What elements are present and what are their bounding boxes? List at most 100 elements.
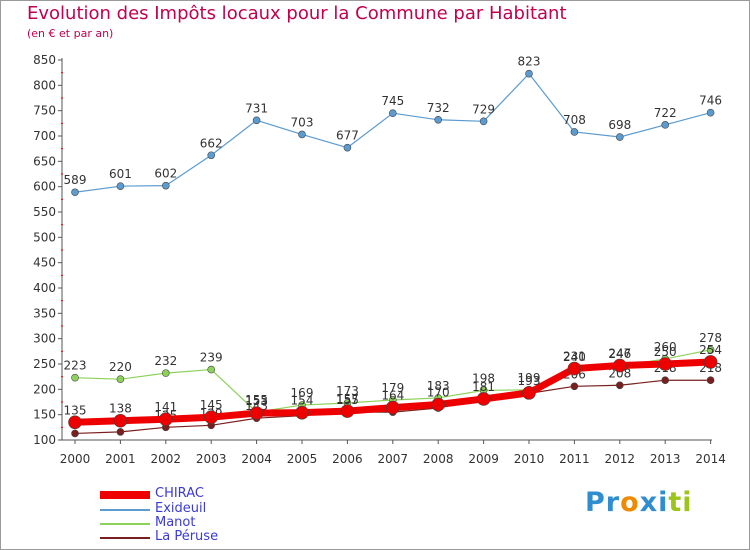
x-tick-label: 2002 — [151, 452, 182, 466]
data-label: 601 — [109, 167, 132, 181]
logo-letter: P — [585, 487, 606, 518]
data-label: 240 — [563, 350, 586, 364]
data-label: 179 — [381, 381, 404, 395]
data-point — [159, 412, 173, 427]
data-label: 153 — [245, 394, 268, 408]
data-point — [706, 376, 715, 385]
data-point — [162, 369, 170, 377]
legend-label-la-peruse: La Péruse — [155, 529, 219, 544]
data-point — [340, 404, 355, 418]
data-label: 208 — [608, 366, 631, 380]
x-tick-label: 2012 — [605, 452, 636, 466]
legend-swatch-exideuil — [100, 509, 150, 511]
legend-label-manot: Manot — [155, 515, 196, 530]
data-label: 141 — [154, 400, 177, 414]
legend-swatch-manot — [100, 523, 150, 525]
proxiti-logo: Proxiti — [585, 487, 693, 518]
data-label: 746 — [699, 94, 722, 108]
data-label: 698 — [608, 118, 631, 132]
data-point — [71, 188, 79, 197]
data-label: 154 — [291, 394, 314, 408]
data-point — [162, 181, 170, 190]
data-point — [661, 121, 670, 129]
data-label: 239 — [200, 351, 223, 365]
logo-letter: x — [639, 487, 659, 518]
y-tick-label: 350 — [33, 306, 56, 320]
x-tick-label: 2000 — [60, 452, 91, 466]
x-tick-label: 2006 — [332, 452, 363, 466]
chart-plot-area: 589 601 602 662 731 703 677 745 732 729 823 708 698 7… — [64, 55, 722, 438]
data-label: 220 — [109, 360, 132, 374]
x-tick-label: 2007 — [378, 452, 409, 466]
logo-letter: r — [605, 487, 621, 518]
data-point — [113, 413, 128, 428]
page-title: Evolution des Impôts locaux pour la Comm… — [27, 3, 567, 24]
y-tick-label: 200 — [33, 382, 56, 396]
data-label: 193 — [518, 374, 541, 388]
data-label: 232 — [154, 354, 177, 368]
data-label: 732 — [427, 101, 450, 115]
y-tick-label: 550 — [33, 205, 56, 219]
data-point — [658, 357, 673, 371]
data-label: 708 — [563, 113, 586, 127]
y-tick-label: 850 — [33, 53, 56, 67]
y-tick-label: 700 — [33, 129, 56, 143]
x-tick-label: 2003 — [196, 452, 227, 466]
data-point — [615, 381, 624, 390]
data-label: 155 — [336, 393, 359, 407]
data-point — [252, 116, 261, 125]
y-tick-label: 100 — [33, 433, 56, 447]
data-label: 198 — [472, 371, 495, 385]
data-point — [68, 415, 82, 430]
y-tick-label: 250 — [33, 357, 56, 371]
data-label: 155 — [245, 393, 268, 407]
data-label: 246 — [608, 347, 631, 361]
data-label: 183 — [427, 379, 450, 393]
x-tick-label: 2010 — [514, 452, 545, 466]
data-point — [295, 405, 309, 420]
data-point — [706, 346, 715, 354]
x-tick-label: 2005 — [287, 452, 318, 466]
data-label: 722 — [654, 106, 677, 120]
data-label: 729 — [472, 102, 495, 116]
data-point — [522, 386, 536, 400]
data-point — [434, 115, 443, 124]
data-label: 169 — [291, 386, 314, 400]
data-label: 662 — [200, 136, 223, 150]
data-label: 170 — [427, 386, 450, 400]
data-point — [116, 182, 125, 190]
data-label: 223 — [64, 359, 87, 373]
data-point — [71, 429, 79, 438]
data-point — [207, 151, 215, 160]
data-point — [525, 69, 533, 78]
legend-label-exideuil: Exideuil — [155, 501, 207, 516]
data-point — [298, 130, 306, 139]
x-tick-label: 2008 — [423, 452, 454, 466]
data-point — [116, 375, 125, 384]
data-label: 254 — [699, 343, 722, 357]
data-point — [570, 128, 579, 136]
data-point — [385, 400, 400, 415]
data-label: 260 — [654, 340, 677, 354]
logo-letter: o — [620, 487, 640, 518]
data-label: 250 — [654, 345, 677, 359]
data-label: 745 — [381, 94, 404, 108]
data-point — [703, 355, 718, 369]
data-label: 731 — [245, 101, 268, 115]
x-tick-label: 2014 — [695, 452, 726, 466]
data-label: 181 — [472, 380, 495, 394]
legend-label-chirac: CHIRAC — [155, 486, 204, 501]
data-point — [207, 365, 215, 374]
x-tick-label: 2013 — [650, 452, 681, 466]
data-point — [567, 361, 582, 376]
data-point — [249, 406, 264, 420]
data-label: 231 — [563, 350, 586, 364]
data-label: 145 — [200, 398, 223, 412]
data-point — [431, 397, 446, 412]
data-point — [476, 392, 491, 406]
data-label: 278 — [699, 331, 722, 345]
y-tick-label: 450 — [33, 256, 56, 270]
y-tick-label: 400 — [33, 281, 56, 295]
